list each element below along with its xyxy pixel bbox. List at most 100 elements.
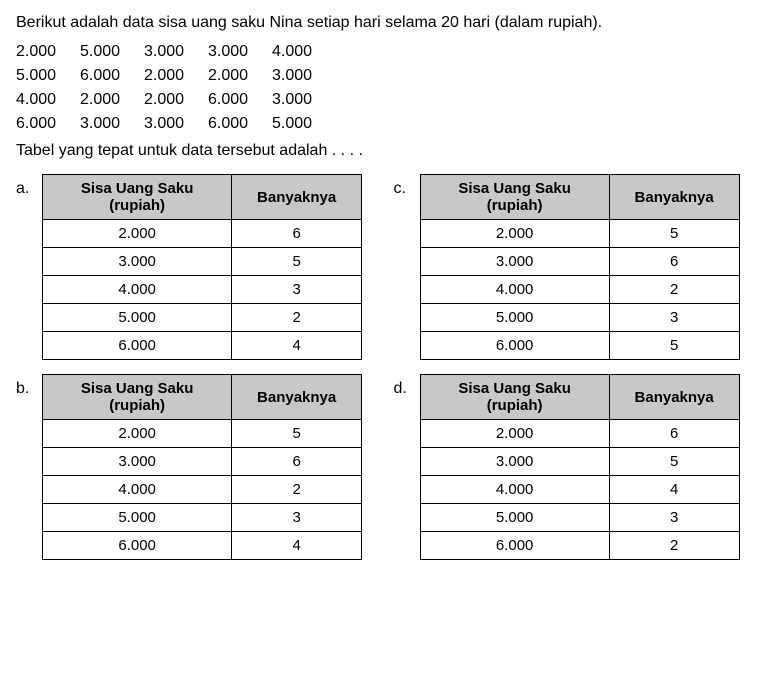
- data-cell: 3.000: [272, 64, 322, 88]
- option-c: c. Sisa Uang Saku (rupiah) Banyaknya 2.0…: [394, 174, 748, 360]
- options-grid: a. Sisa Uang Saku (rupiah) Banyaknya 2.0…: [16, 174, 747, 560]
- data-cell: 2.000: [144, 64, 194, 88]
- count-cell: 5: [232, 420, 362, 448]
- count-cell: 2: [232, 476, 362, 504]
- value-cell: 6.000: [43, 532, 232, 560]
- intro-text: Berikut adalah data sisa uang saku Nina …: [16, 12, 747, 34]
- table-row: 6.0005: [420, 332, 739, 360]
- count-cell: 3: [232, 504, 362, 532]
- value-cell: 4.000: [420, 476, 609, 504]
- count-cell: 6: [232, 448, 362, 476]
- data-cell: 2.000: [144, 88, 194, 112]
- question-text: Tabel yang tepat untuk data tersebut ada…: [16, 142, 747, 160]
- option-a-table: Sisa Uang Saku (rupiah) Banyaknya 2.0006…: [42, 174, 362, 360]
- data-cell: 3.000: [80, 112, 130, 136]
- count-cell: 6: [232, 220, 362, 248]
- data-cell: 3.000: [144, 40, 194, 64]
- option-d: d. Sisa Uang Saku (rupiah) Banyaknya 2.0…: [394, 374, 748, 560]
- data-cell: 4.000: [272, 40, 322, 64]
- table-row: 3.0006: [420, 248, 739, 276]
- count-cell: 3: [609, 304, 739, 332]
- table-row: 4.0002: [43, 476, 362, 504]
- value-cell: 6.000: [420, 532, 609, 560]
- table-header-col1: Sisa Uang Saku (rupiah): [420, 375, 609, 420]
- table-header-col1: Sisa Uang Saku (rupiah): [43, 375, 232, 420]
- table-header-col2: Banyaknya: [232, 175, 362, 220]
- data-cell: 6.000: [80, 64, 130, 88]
- data-cell: 6.000: [16, 112, 66, 136]
- option-label: c.: [394, 174, 412, 198]
- value-cell: 2.000: [420, 220, 609, 248]
- data-row: 5.000 6.000 2.000 2.000 3.000: [16, 64, 747, 88]
- table-header-col1: Sisa Uang Saku (rupiah): [43, 175, 232, 220]
- data-cell: 5.000: [272, 112, 322, 136]
- table-row: 2.0005: [420, 220, 739, 248]
- table-row: 5.0003: [420, 504, 739, 532]
- table-row: 6.0004: [43, 332, 362, 360]
- data-cell: 2.000: [80, 88, 130, 112]
- table-row: 3.0006: [43, 448, 362, 476]
- table-row: 5.0003: [43, 504, 362, 532]
- table-row: 4.0002: [420, 276, 739, 304]
- value-cell: 4.000: [43, 276, 232, 304]
- data-cell: 6.000: [208, 112, 258, 136]
- raw-data-grid: 2.000 5.000 3.000 3.000 4.000 5.000 6.00…: [16, 40, 747, 136]
- count-cell: 4: [232, 532, 362, 560]
- value-cell: 3.000: [43, 248, 232, 276]
- value-cell: 5.000: [420, 504, 609, 532]
- table-row: 2.0006: [43, 220, 362, 248]
- table-row: 4.0003: [43, 276, 362, 304]
- data-cell: 3.000: [144, 112, 194, 136]
- count-cell: 6: [609, 420, 739, 448]
- value-cell: 3.000: [43, 448, 232, 476]
- table-row: 3.0005: [43, 248, 362, 276]
- table-row: 4.0004: [420, 476, 739, 504]
- table-header-col2: Banyaknya: [232, 375, 362, 420]
- table-header-col2: Banyaknya: [609, 175, 739, 220]
- data-cell: 3.000: [208, 40, 258, 64]
- count-cell: 5: [232, 248, 362, 276]
- table-row: 6.0002: [420, 532, 739, 560]
- value-cell: 3.000: [420, 248, 609, 276]
- data-cell: 5.000: [80, 40, 130, 64]
- table-row: 2.0005: [43, 420, 362, 448]
- count-cell: 5: [609, 220, 739, 248]
- count-cell: 5: [609, 448, 739, 476]
- data-row: 4.000 2.000 2.000 6.000 3.000: [16, 88, 747, 112]
- data-row: 6.000 3.000 3.000 6.000 5.000: [16, 112, 747, 136]
- value-cell: 5.000: [420, 304, 609, 332]
- count-cell: 2: [232, 304, 362, 332]
- table-row: 2.0006: [420, 420, 739, 448]
- count-cell: 4: [609, 476, 739, 504]
- table-row: 5.0003: [420, 304, 739, 332]
- option-d-table: Sisa Uang Saku (rupiah) Banyaknya 2.0006…: [420, 374, 740, 560]
- table-row: 5.0002: [43, 304, 362, 332]
- option-label: a.: [16, 174, 34, 198]
- data-cell: 2.000: [16, 40, 66, 64]
- count-cell: 3: [232, 276, 362, 304]
- option-label: b.: [16, 374, 34, 398]
- option-c-table: Sisa Uang Saku (rupiah) Banyaknya 2.0005…: [420, 174, 740, 360]
- option-label: d.: [394, 374, 412, 398]
- value-cell: 2.000: [43, 420, 232, 448]
- count-cell: 5: [609, 332, 739, 360]
- table-header-col1: Sisa Uang Saku (rupiah): [420, 175, 609, 220]
- option-b-table: Sisa Uang Saku (rupiah) Banyaknya 2.0005…: [42, 374, 362, 560]
- count-cell: 2: [609, 276, 739, 304]
- value-cell: 6.000: [420, 332, 609, 360]
- value-cell: 4.000: [43, 476, 232, 504]
- count-cell: 2: [609, 532, 739, 560]
- data-cell: 6.000: [208, 88, 258, 112]
- value-cell: 4.000: [420, 276, 609, 304]
- value-cell: 2.000: [43, 220, 232, 248]
- table-row: 3.0005: [420, 448, 739, 476]
- data-row: 2.000 5.000 3.000 3.000 4.000: [16, 40, 747, 64]
- data-cell: 5.000: [16, 64, 66, 88]
- data-cell: 3.000: [272, 88, 322, 112]
- table-row: 6.0004: [43, 532, 362, 560]
- option-a: a. Sisa Uang Saku (rupiah) Banyaknya 2.0…: [16, 174, 370, 360]
- table-header-col2: Banyaknya: [609, 375, 739, 420]
- option-b: b. Sisa Uang Saku (rupiah) Banyaknya 2.0…: [16, 374, 370, 560]
- value-cell: 6.000: [43, 332, 232, 360]
- count-cell: 6: [609, 248, 739, 276]
